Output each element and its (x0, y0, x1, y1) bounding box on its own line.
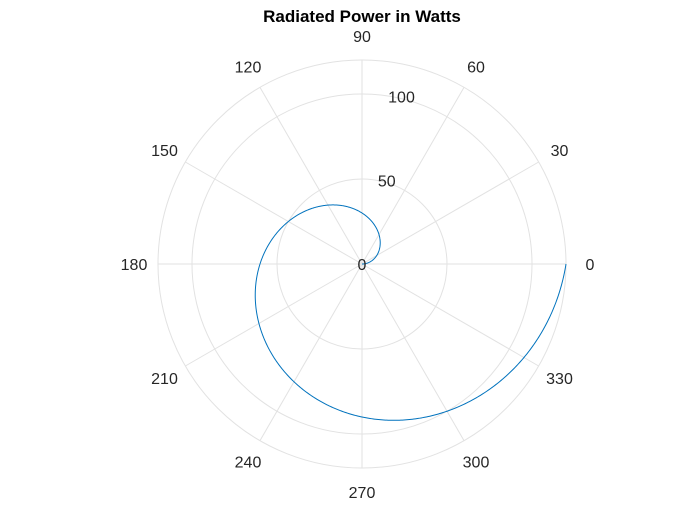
angle-spoke-300 (361, 263, 465, 441)
angle-spoke-120 (259, 87, 363, 265)
angle-spoke-210 (185, 263, 363, 367)
angle-spoke-30 (361, 161, 539, 265)
angle-tick-label-210: 210 (151, 371, 178, 388)
angle-tick-label-90: 90 (353, 29, 371, 46)
angle-tick-label-120: 120 (235, 60, 262, 77)
angle-tick-label-0: 0 (586, 257, 595, 274)
series-line-1 (254, 204, 567, 421)
angle-tick-label-60: 60 (467, 60, 485, 77)
angle-spoke-240 (259, 263, 363, 441)
series-layer (254, 204, 567, 421)
radius-tick-label-0: 0 (358, 257, 367, 274)
chart-title: Radiated Power in Watts (263, 7, 461, 26)
tick-labels: 0 30 60 90 120 150 180 210 240 270 300 330 0 50 100 (121, 29, 595, 502)
angle-tick-label-300: 300 (463, 455, 490, 472)
radius-tick-label-100: 100 (388, 90, 415, 107)
angle-tick-label-30: 30 (551, 143, 569, 160)
angle-tick-label-270: 270 (349, 485, 376, 502)
angle-tick-label-150: 150 (151, 143, 178, 160)
angle-tick-label-240: 240 (235, 455, 262, 472)
angle-tick-label-330: 330 (546, 371, 573, 388)
angle-spoke-150 (185, 161, 363, 265)
radius-tick-label-50: 50 (378, 173, 396, 190)
angle-spoke-330 (361, 263, 539, 367)
angle-tick-label-180: 180 (121, 257, 148, 274)
polar-grid (157, 59, 567, 469)
